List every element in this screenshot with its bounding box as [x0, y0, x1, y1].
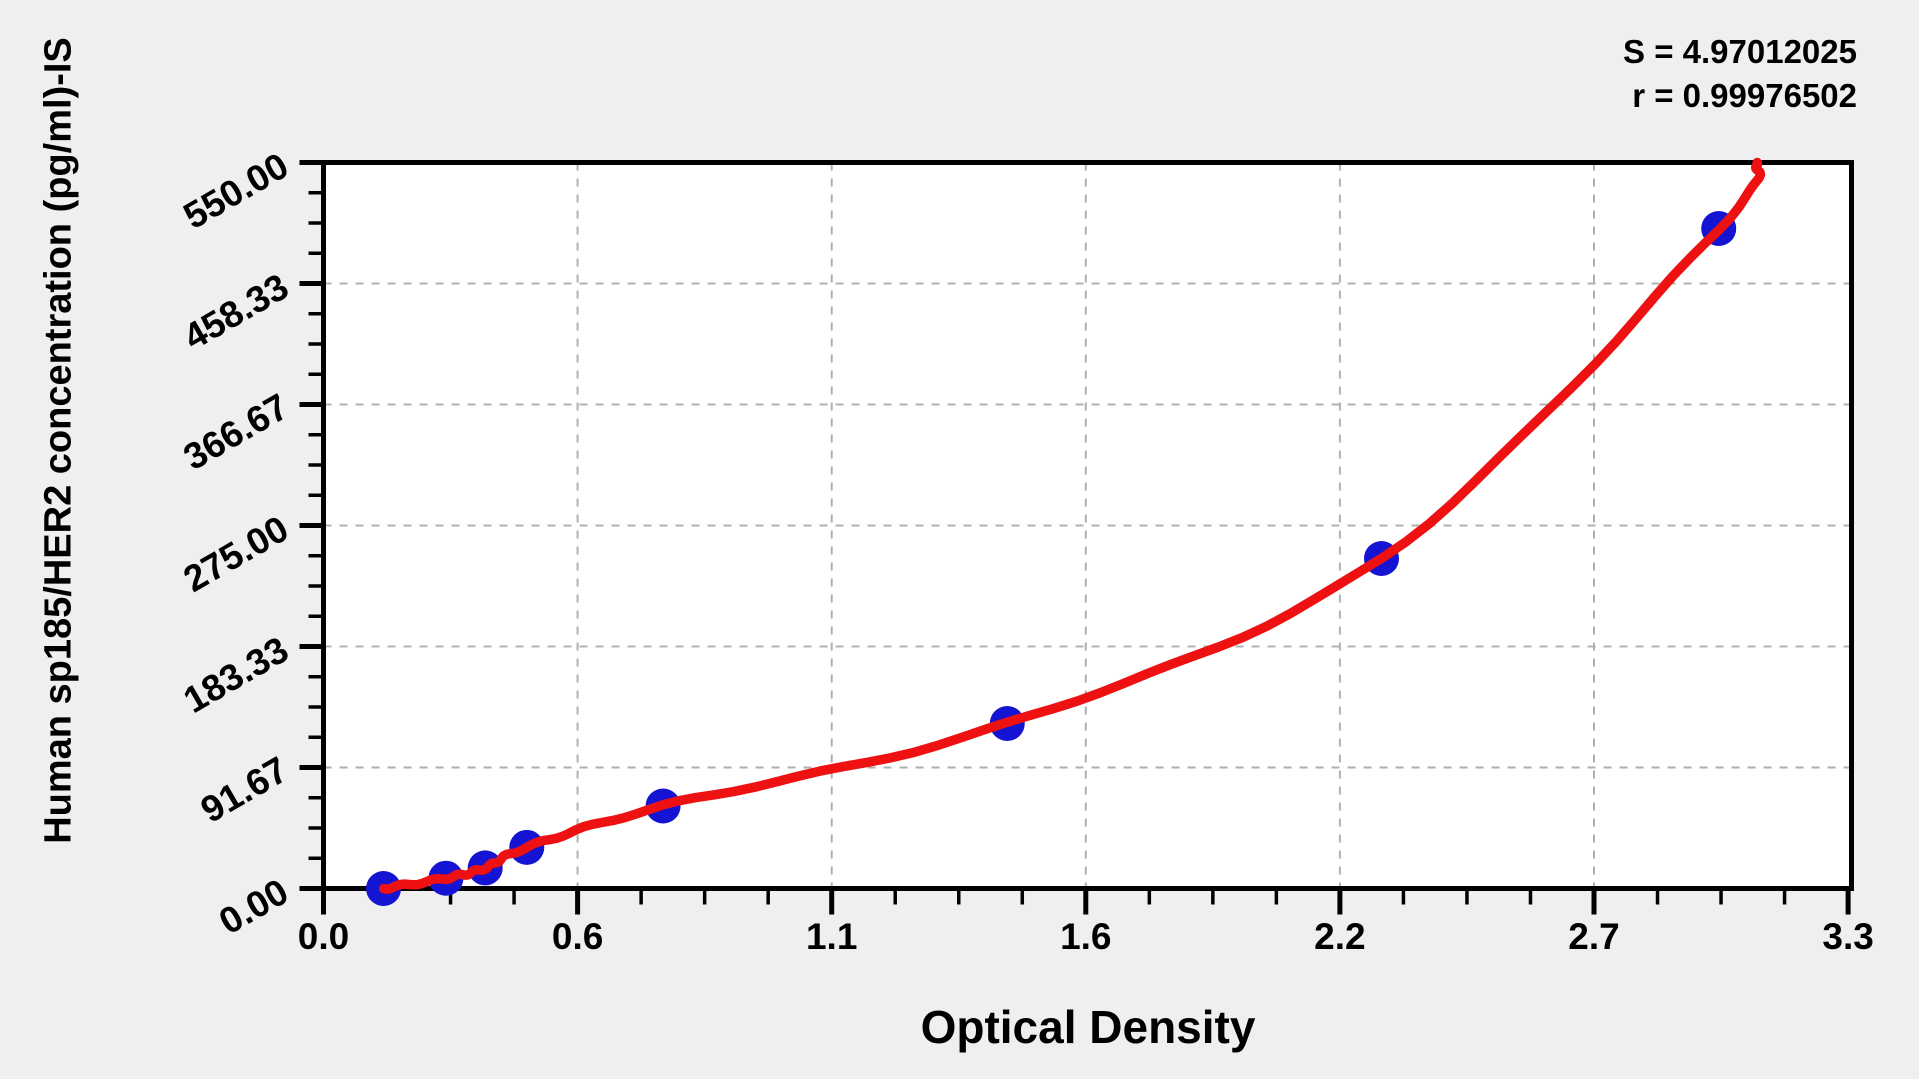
x-axis-title: Optical Density	[920, 1001, 1256, 1053]
x-tick-label: 3.3	[1822, 916, 1874, 957]
x-tick-label: 2.7	[1568, 916, 1620, 957]
x-tick-label: 0.6	[551, 916, 604, 957]
x-tick-label: 1.1	[805, 916, 858, 957]
x-tick-label: 0.0	[297, 916, 350, 957]
fit-r-value: r = 0.99976502	[1632, 77, 1857, 114]
y-axis-title: Human sp185/HER2 concentration (pg/ml)-I…	[37, 37, 80, 844]
fit-curve-line	[378, 157, 1766, 894]
x-tick-label: 1.6	[1060, 916, 1112, 957]
fit-statistics: S = 4.97012025 r = 0.99976502	[1623, 30, 1857, 118]
x-tick-label: 2.2	[1314, 916, 1366, 957]
plot-background	[323, 162, 1852, 889]
fit-s-value: S = 4.97012025	[1623, 33, 1857, 70]
